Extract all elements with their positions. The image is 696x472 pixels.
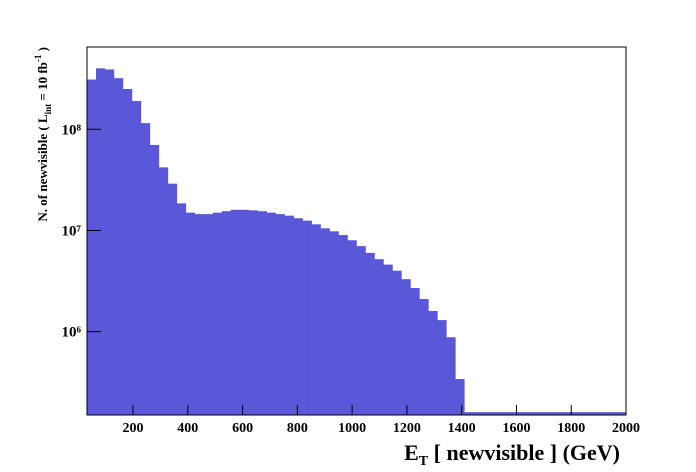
bar (194, 214, 205, 415)
bar (221, 211, 232, 415)
bar (617, 412, 627, 415)
bar (428, 310, 438, 415)
bar (302, 220, 312, 415)
y-label-sub: int (43, 104, 53, 115)
bar (275, 214, 285, 415)
x-tick-label: 2000 (612, 421, 640, 436)
x-tick-label: 1400 (448, 421, 476, 436)
bar (104, 69, 115, 415)
y-tick-label: 10⁸ (62, 122, 82, 138)
x-tick-label: 400 (177, 421, 198, 436)
bar (545, 412, 555, 415)
bar (230, 209, 241, 415)
bar (347, 240, 357, 415)
bar (491, 412, 501, 415)
bar (410, 287, 420, 415)
y-label-end: ) (35, 47, 50, 55)
bar (590, 412, 600, 415)
bar (419, 299, 429, 415)
bar (140, 123, 151, 415)
x-tick-label: 200 (123, 421, 144, 436)
x-label-main: E (404, 440, 419, 465)
bar (482, 412, 492, 415)
bar (365, 252, 375, 415)
bar (500, 412, 510, 415)
y-tick-label: 10⁶ (62, 325, 82, 341)
x-tick-label: 1200 (393, 421, 421, 436)
bar (563, 412, 573, 415)
bar (95, 68, 106, 416)
bar (599, 412, 609, 415)
bar (455, 379, 465, 415)
bar (158, 167, 169, 415)
x-axis-label: ET [ newvisible ] (GeV) (404, 440, 620, 469)
bar (464, 412, 474, 415)
bar (374, 259, 384, 415)
bar (527, 412, 537, 415)
bar (212, 212, 223, 415)
bar (311, 224, 321, 415)
bar (266, 212, 276, 415)
plot-area (87, 68, 627, 416)
bar (536, 412, 546, 415)
bar (446, 337, 456, 415)
bar (572, 412, 582, 415)
bar (239, 209, 249, 415)
bar (122, 88, 133, 416)
bar (338, 235, 348, 415)
bar (293, 218, 303, 415)
bar (320, 228, 330, 415)
y-axis-label: N. of newvisible ( Lint = 10 fb-1 ) (33, 47, 53, 222)
bar (401, 279, 411, 415)
bar (509, 412, 519, 415)
frame (86, 46, 627, 416)
y-label-main: N. of newvisible ( L (35, 114, 50, 222)
bar (581, 412, 591, 415)
x-tick-label: 1000 (338, 421, 366, 436)
bar (473, 412, 483, 415)
bar (518, 412, 528, 415)
bar (608, 412, 618, 415)
y-label-mid: = 10 fb (35, 62, 50, 104)
bar (284, 215, 294, 415)
x-tick-label: 1600 (502, 421, 530, 436)
x-label-rest: [ newvisible ] (GeV) (428, 440, 620, 465)
bar (437, 320, 447, 415)
y-label-sup: -1 (33, 54, 43, 62)
bar (392, 270, 402, 415)
bar (113, 78, 124, 416)
bar (257, 211, 267, 415)
bar (329, 231, 339, 415)
bar (87, 79, 97, 415)
x-tick-label: 600 (232, 421, 253, 436)
x-tick-label: 800 (287, 421, 308, 436)
bar (176, 203, 187, 415)
x-tick-label: 1800 (557, 421, 585, 436)
bar (383, 264, 393, 415)
x-label-sub: T (419, 454, 429, 469)
bar (131, 101, 142, 415)
bar (167, 183, 178, 415)
bar (248, 210, 258, 415)
bar (203, 214, 214, 415)
bar (149, 144, 160, 416)
bar (356, 246, 366, 415)
y-tick-label: 10⁷ (62, 223, 82, 239)
bar (554, 412, 564, 415)
bar (185, 212, 196, 415)
